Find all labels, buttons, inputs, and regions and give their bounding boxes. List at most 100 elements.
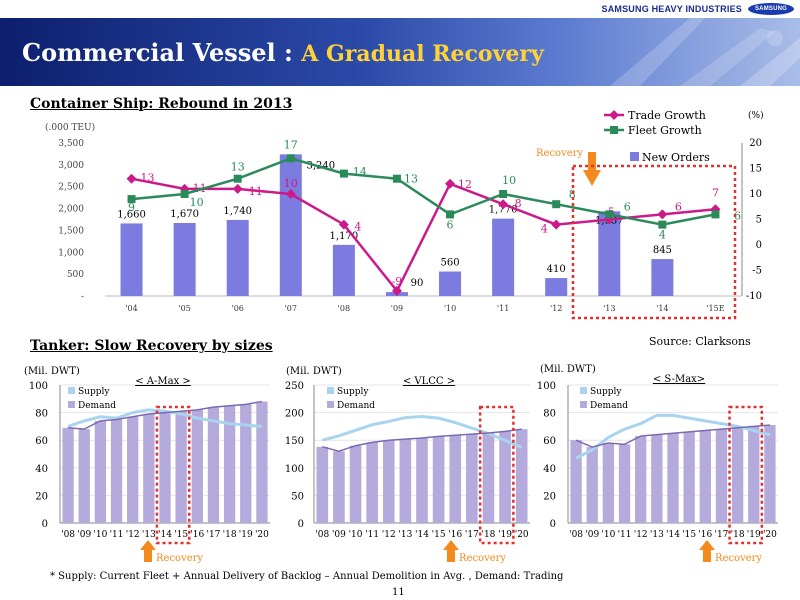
new-orders-label: 560: [440, 258, 459, 269]
legend-supply-marker: [327, 387, 334, 394]
legend-supply-label: Supply: [337, 387, 369, 397]
new-orders-bar: [545, 278, 568, 296]
tanker-recovery-box: [478, 405, 515, 545]
title-main: Commercial Vessel :: [22, 38, 302, 67]
left-axis-unit: (.000 TEU): [45, 122, 95, 133]
trade-growth-label: 12: [458, 178, 472, 191]
fleet-growth-label: 9: [128, 201, 135, 214]
title-sub: A Gradual Recovery: [301, 41, 544, 67]
tanker-x-tick: '19: [747, 530, 761, 540]
fleet-growth-point: [392, 174, 401, 183]
demand-bar: [515, 429, 528, 523]
tanker-x-tick: '14: [158, 530, 172, 540]
demand-line: [575, 424, 770, 448]
trade-growth-label: 6: [675, 200, 682, 213]
page-number: 11: [392, 587, 405, 598]
tanker-unit-label: (Mil. DWT): [540, 364, 596, 375]
demand-bar: [651, 434, 663, 523]
tanker-x-tick: '19: [239, 530, 253, 540]
fleet-growth-point: [658, 220, 667, 229]
tanker-y-tick: 60: [35, 436, 48, 447]
trade-growth-label: 7: [712, 186, 719, 199]
supply-line: [67, 408, 263, 428]
tanker-x-tick: '09: [332, 530, 346, 540]
demand-bar: [316, 446, 329, 523]
legend-supply-label: Supply: [78, 387, 110, 397]
demand-bar: [191, 409, 203, 523]
tanker-x-tick: '16: [698, 530, 712, 540]
legend-demand-marker: [68, 401, 75, 408]
demand-bar: [667, 433, 679, 523]
demand-bar: [570, 440, 582, 523]
new-orders-bar: [439, 271, 462, 296]
right-tick-label: 5: [756, 215, 762, 226]
demand-bar: [110, 419, 123, 523]
demand-bar: [499, 431, 511, 523]
tanker-recovery-arrow: [140, 540, 156, 562]
demand-bar: [449, 435, 462, 523]
container-section-title: Container Ship: Rebound in 2013: [30, 96, 293, 112]
legend-supply-label: Supply: [590, 387, 622, 397]
tanker-x-tick: '09: [77, 530, 91, 540]
left-tick-label: 3,000: [58, 161, 84, 171]
tanker-y-tick: 100: [537, 381, 556, 392]
fleet-growth-label: 17: [284, 138, 298, 151]
supply-line: [321, 414, 523, 449]
trade-growth-point: [445, 178, 456, 189]
tanker-y-tick: 200: [285, 409, 304, 420]
demand-bar: [256, 401, 268, 523]
tanker-x-tick: '10: [601, 530, 615, 540]
tanker-y-tick: 0: [42, 519, 48, 530]
tanker-x-tick: '08: [569, 530, 583, 540]
demand-bar: [416, 437, 428, 523]
fleet-growth-point: [339, 169, 348, 178]
tanker-y-tick: 80: [543, 409, 556, 420]
tanker-y-tick: 50: [291, 491, 304, 502]
tanker-x-tick: '11: [365, 530, 379, 540]
trade-growth-label: 13: [141, 172, 155, 185]
new-orders-label: 1,937: [595, 215, 624, 226]
right-tick-label: -10: [746, 291, 762, 302]
legend-demand-marker: [327, 401, 334, 408]
top-bar: SAMSUNG HEAVY INDUSTRIES SAMSUNG: [0, 0, 800, 18]
new-orders-label: 3,240: [306, 160, 335, 171]
x-tick-label: '09: [391, 304, 403, 313]
left-tick-label: -: [81, 292, 84, 302]
demand-line: [322, 428, 522, 453]
tanker-x-tick: '11: [618, 530, 632, 540]
tanker-chart-title: < VLCC >: [403, 376, 455, 387]
page-title: Commercial Vessel : A Gradual Recovery: [22, 38, 544, 67]
fleet-growth-point: [499, 190, 508, 198]
demand-bar: [586, 447, 598, 523]
tanker-x-tick: '20: [255, 530, 269, 540]
right-tick-label: -5: [752, 266, 762, 277]
fleet-growth-point: [552, 200, 561, 209]
demand-bar: [764, 425, 776, 523]
legend-demand-label: Demand: [337, 401, 375, 411]
trade-growth-line: [131, 177, 716, 294]
left-tick-label: 500: [67, 270, 84, 280]
new-orders-label: 1,770: [489, 205, 518, 216]
fleet-growth-point: [180, 190, 189, 198]
title-banner: [0, 18, 800, 86]
x-tick-label: '04: [125, 304, 137, 313]
tanker-recovery-label: Recovery: [459, 553, 506, 564]
new-orders-label: 1,740: [223, 206, 252, 217]
fleet-growth-label: 8: [569, 188, 576, 201]
fleet-growth-label: 13: [231, 161, 245, 174]
demand-bar: [618, 444, 631, 523]
tanker-x-tick: '20: [515, 530, 529, 540]
tanker-y-tick: 100: [285, 464, 304, 475]
tanker-y-tick: 20: [543, 491, 556, 502]
legend-supply-marker: [68, 387, 75, 394]
fleet-growth-label: 10: [502, 174, 516, 187]
trade-growth-point: [551, 219, 562, 230]
tanker-x-tick: '17: [714, 530, 728, 540]
tanker-x-tick: '13: [142, 530, 156, 540]
brand-name: SAMSUNG HEAVY INDUSTRIES: [601, 4, 742, 14]
tanker-x-tick: '18: [731, 530, 745, 540]
tanker-unit-label: (Mil. DWT): [286, 366, 342, 377]
tanker-chart-title: < A-Max >: [135, 376, 191, 387]
tanker-recovery-arrow: [443, 540, 459, 562]
